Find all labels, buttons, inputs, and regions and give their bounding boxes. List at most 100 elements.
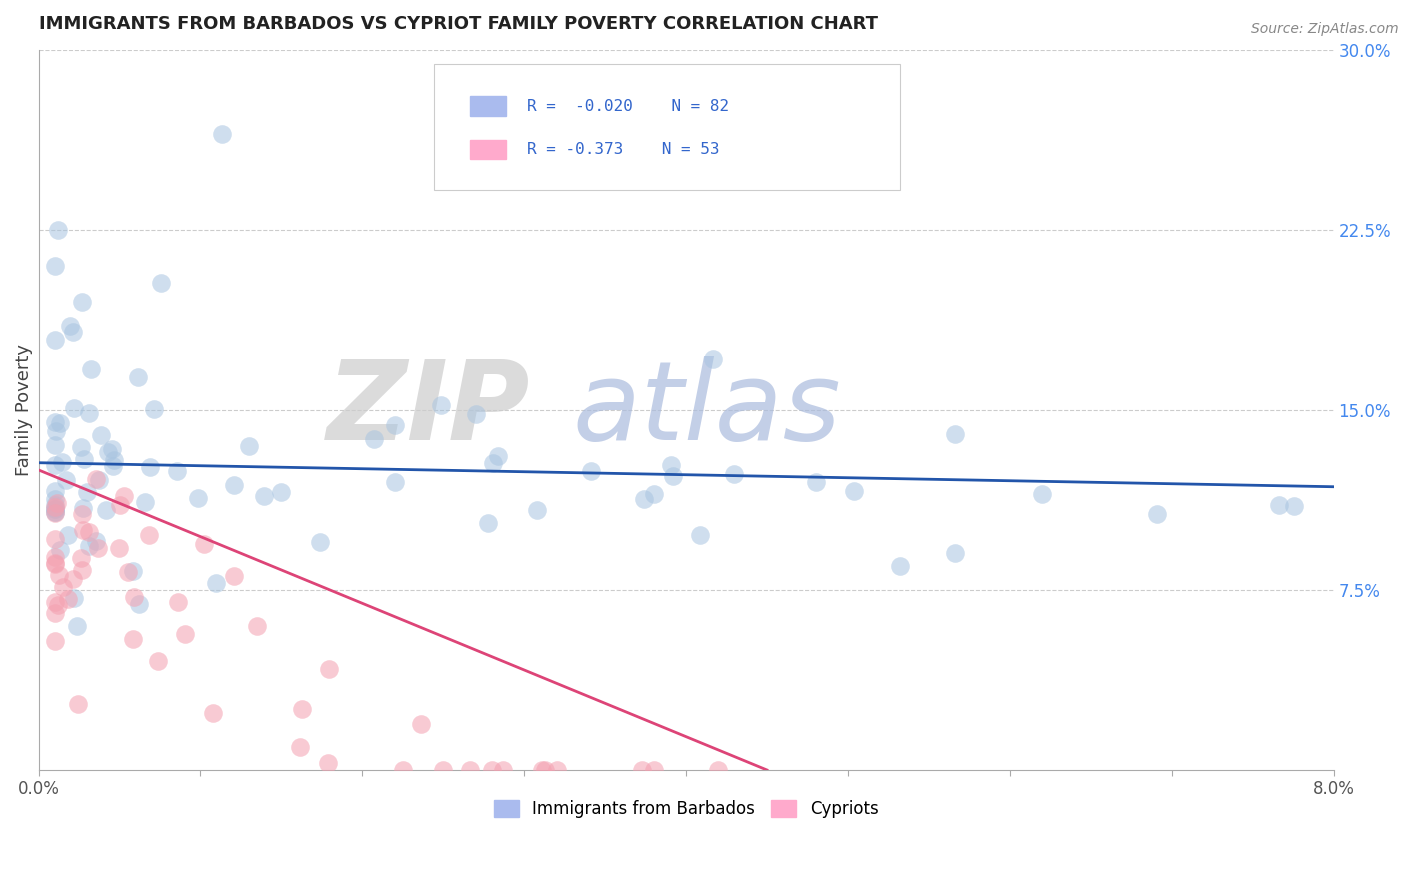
Point (77, 406, 100, 420)
Point (77, 539, 100, 553)
Point (63, 591, 86, 605)
Point (458, 763, 481, 777)
Point (73, 451, 96, 466)
Text: R =  -0.020    N = 82: R = -0.020 N = 82 (527, 98, 728, 113)
Point (76, 485, 98, 500)
Point (481, 763, 503, 777)
Point (150, 276, 173, 290)
Point (77, 525, 100, 540)
Point (44, 506, 66, 520)
Point (44, 606, 66, 620)
Point (689, 527, 711, 541)
Point (662, 469, 685, 483)
Point (84, 534, 107, 549)
Point (90, 428, 112, 442)
Point (270, 484, 292, 499)
Point (579, 464, 602, 478)
Point (633, 492, 655, 507)
Point (211, 127, 233, 141)
Point (62, 325, 84, 339)
Point (643, 487, 665, 501)
Point (318, 662, 340, 676)
Legend: Immigrants from Barbados, Cypriots: Immigrants from Barbados, Cypriots (485, 791, 887, 827)
Point (46, 223, 69, 237)
Point (384, 417, 406, 432)
Point (222, 478, 245, 492)
Point (44, 259, 66, 273)
Point (70, 564, 93, 578)
Point (464, 407, 486, 421)
Point (384, 475, 406, 489)
Point (86, 472, 108, 486)
Point (44, 458, 66, 472)
Point (128, 597, 150, 611)
Point (49, 416, 72, 430)
Point (51, 454, 73, 468)
Point (943, 427, 966, 442)
Point (45, 424, 67, 438)
Point (44, 491, 66, 506)
Point (46, 496, 69, 510)
Point (291, 702, 314, 716)
Point (66, 619, 89, 633)
Point (486, 450, 509, 464)
Point (526, 503, 548, 517)
Point (202, 706, 225, 720)
Point (309, 535, 332, 549)
Point (134, 495, 156, 509)
Point (101, 442, 124, 457)
Point (97, 445, 120, 459)
Point (630, 763, 652, 777)
Point (246, 619, 269, 633)
Point (643, 763, 665, 777)
Point (44, 595, 66, 609)
Point (707, 763, 730, 777)
Point (943, 546, 966, 560)
Point (80, 361, 103, 376)
Point (122, 590, 145, 604)
Point (94, 503, 117, 517)
Point (193, 537, 215, 551)
Point (530, 763, 553, 777)
Point (62, 572, 84, 586)
Point (44, 502, 66, 516)
Point (69, 440, 91, 454)
Y-axis label: Family Poverty: Family Poverty (15, 344, 32, 476)
Point (1031, 487, 1053, 501)
Point (44, 484, 66, 499)
Point (138, 528, 160, 542)
Point (122, 564, 145, 578)
Point (546, 763, 568, 777)
Point (889, 559, 911, 574)
FancyBboxPatch shape (470, 96, 506, 116)
Point (72, 523, 94, 537)
Text: IMMIGRANTS FROM BARBADOS VS CYPRIOT FAMILY POVERTY CORRELATION CHART: IMMIGRANTS FROM BARBADOS VS CYPRIOT FAMI… (38, 15, 877, 33)
Point (103, 453, 125, 467)
Point (48, 567, 70, 582)
Point (44, 333, 66, 347)
Text: Source: ZipAtlas.com: Source: ZipAtlas.com (1251, 22, 1399, 37)
Point (58, 527, 80, 541)
Point (110, 498, 132, 512)
Point (146, 654, 169, 668)
Point (87, 541, 110, 555)
Point (44, 533, 66, 547)
Point (222, 569, 245, 583)
Point (702, 351, 724, 366)
Point (44, 500, 66, 515)
Point (477, 516, 499, 530)
Point (70, 294, 93, 309)
Point (46, 598, 69, 612)
Point (122, 632, 145, 647)
Point (44, 415, 66, 429)
Point (1268, 498, 1291, 512)
Point (44, 505, 66, 519)
Point (44, 633, 66, 648)
Point (432, 763, 454, 777)
Point (166, 464, 188, 478)
Point (482, 456, 505, 470)
Point (533, 763, 555, 777)
Point (187, 491, 209, 505)
Point (44, 502, 66, 516)
Point (127, 370, 149, 384)
